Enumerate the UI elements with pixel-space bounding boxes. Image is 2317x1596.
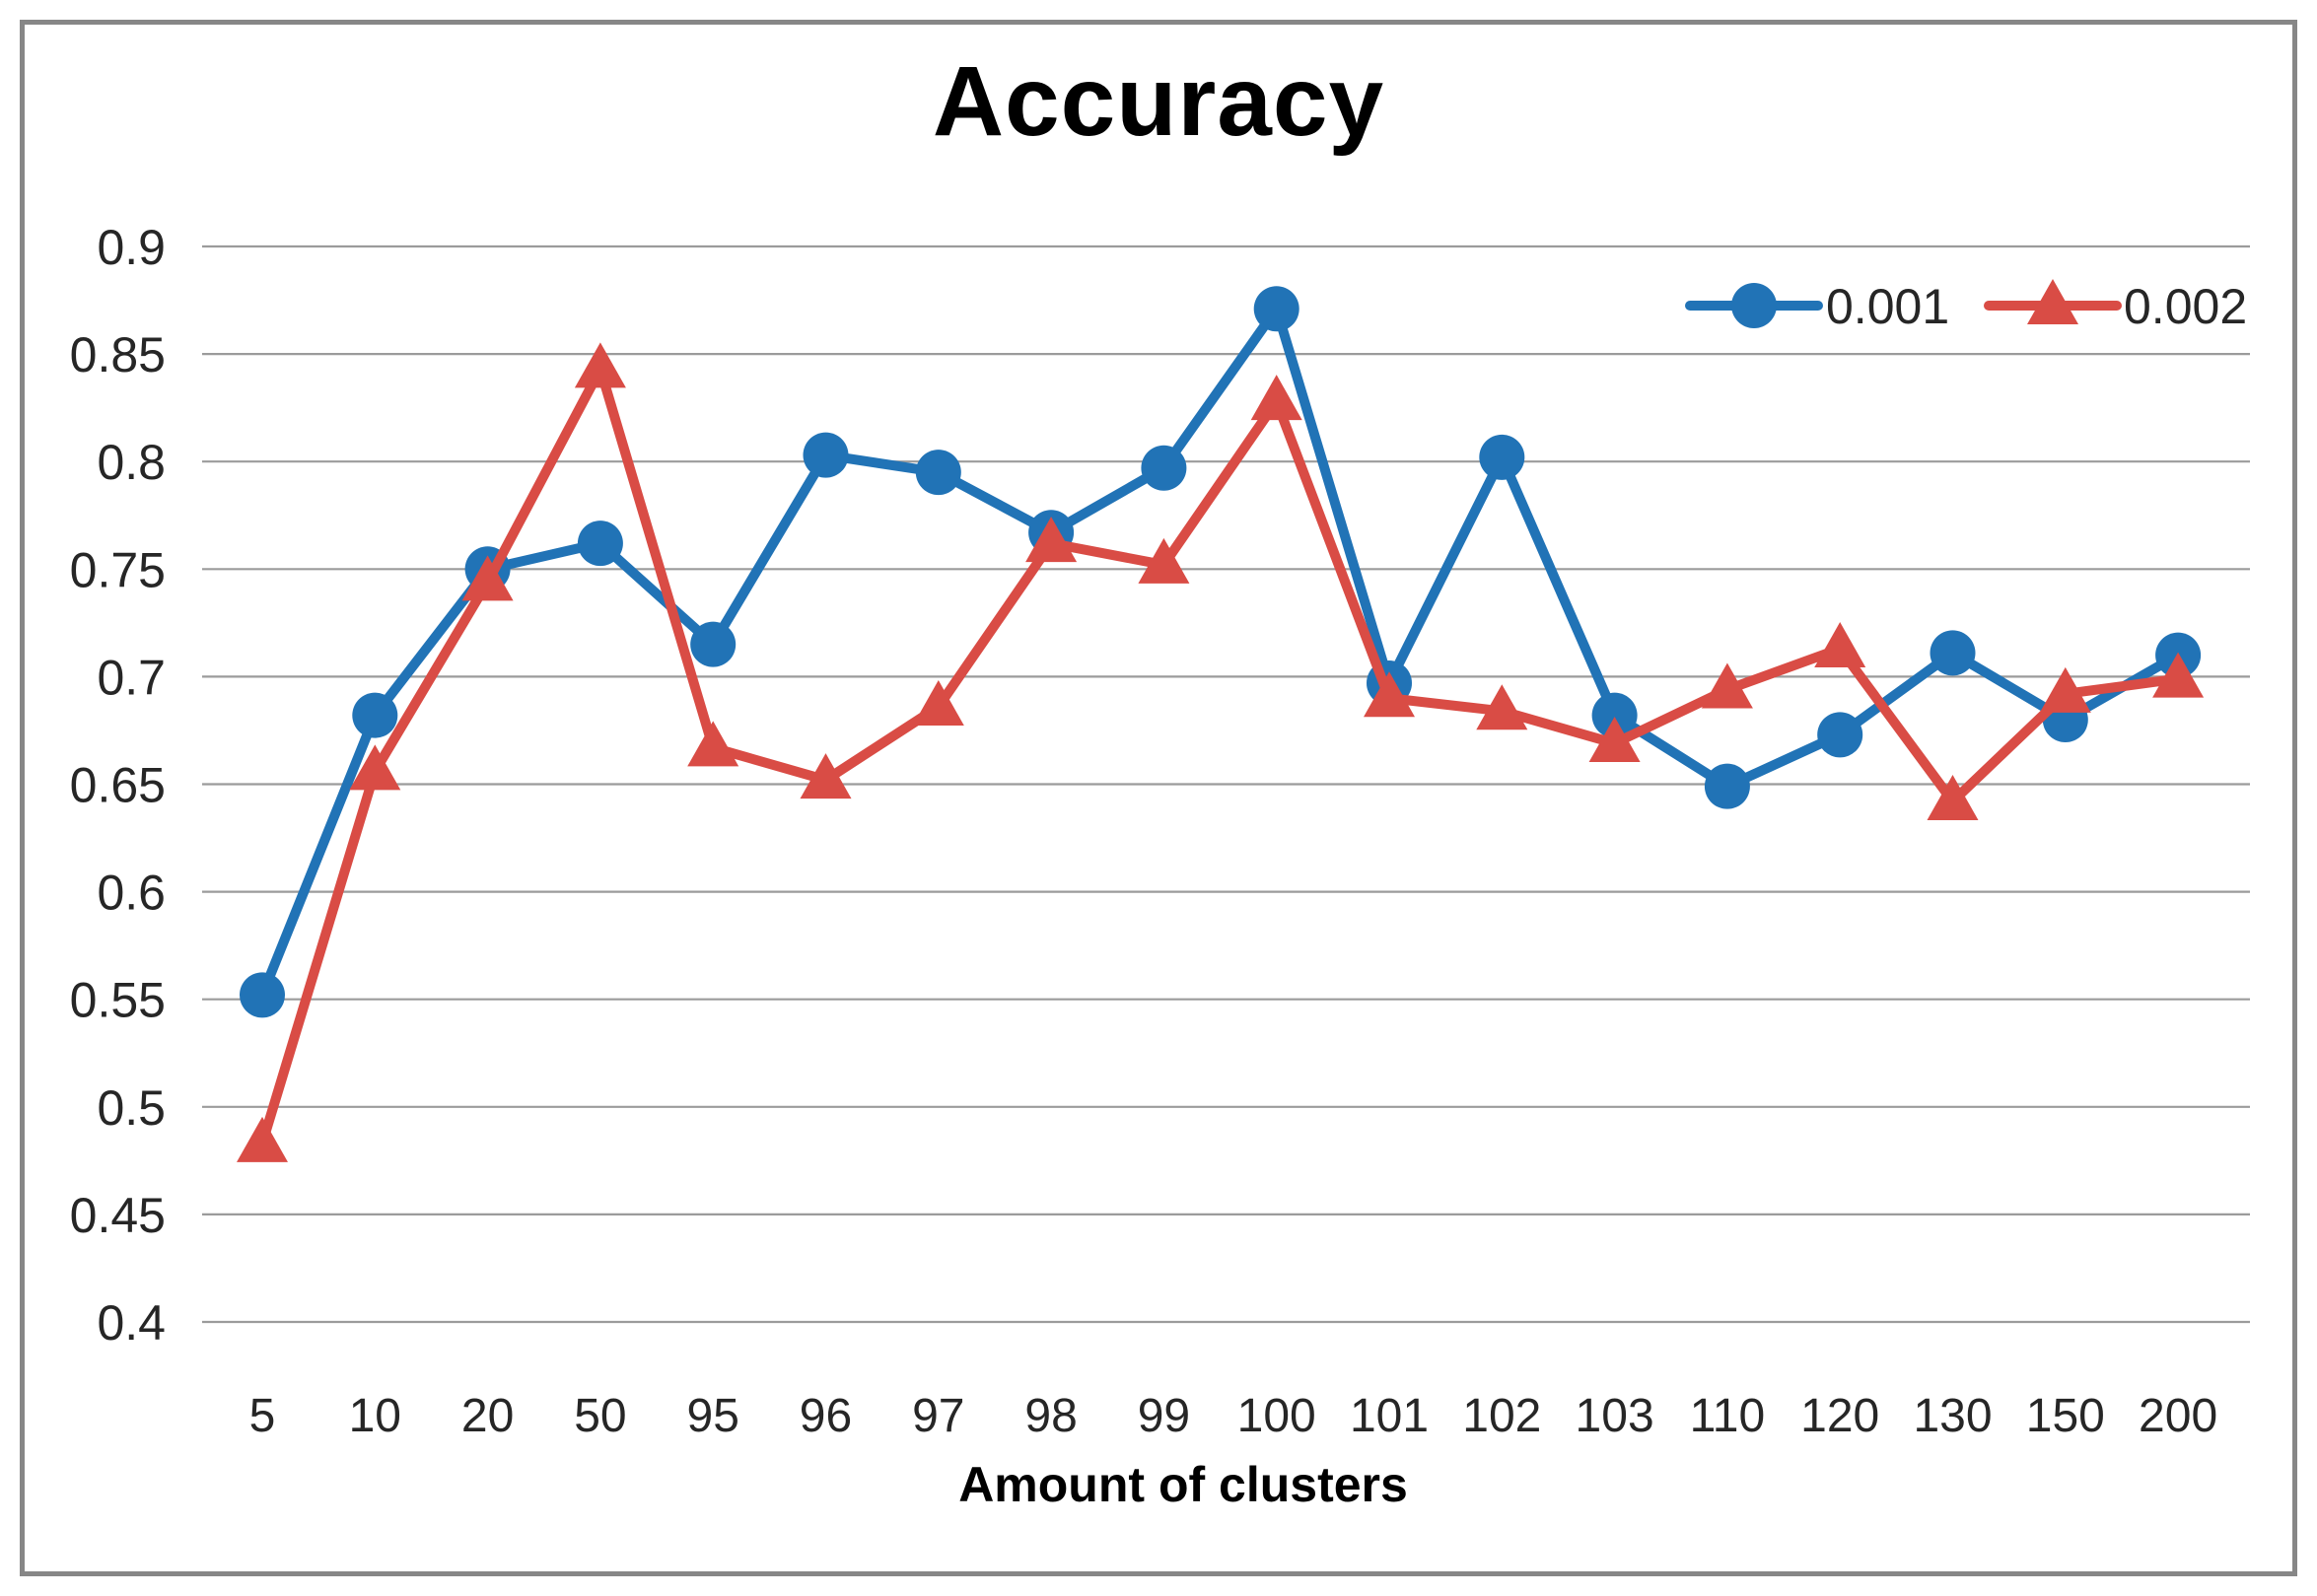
point-0.002-103 xyxy=(1588,717,1641,763)
x-tick-label-20: 20 xyxy=(461,1390,514,1442)
x-tick-label-110: 110 xyxy=(1690,1390,1766,1442)
y-tick-label-0.9: 0.9 xyxy=(97,220,166,275)
point-0.002-101 xyxy=(1364,671,1415,718)
x-tick-label-103: 103 xyxy=(1576,1390,1654,1442)
point-0.002-150 xyxy=(2039,666,2091,713)
point-0.002-110 xyxy=(1701,662,1753,709)
point-0.001-120 xyxy=(1817,712,1863,758)
series-line-0.002 xyxy=(257,364,2184,1148)
x-tick-label-102: 102 xyxy=(1462,1390,1541,1442)
x-tick-label-120: 120 xyxy=(1800,1390,1879,1442)
legend-label-0.002: 0.002 xyxy=(2124,279,2247,334)
point-0.001-97 xyxy=(915,450,961,496)
point-0.002-5 xyxy=(237,1116,288,1162)
point-0.002-99 xyxy=(1138,537,1190,584)
x-tick-label-130: 130 xyxy=(1913,1390,1992,1442)
point-0.002-50 xyxy=(574,342,626,388)
point-0.002-100 xyxy=(1250,375,1302,421)
x-tick-label-101: 101 xyxy=(1350,1390,1429,1442)
point-0.001-130 xyxy=(1930,630,1976,676)
y-tick-label-0.85: 0.85 xyxy=(70,327,166,382)
point-0.001-95 xyxy=(690,621,737,667)
point-0.002-10 xyxy=(349,744,401,791)
x-tick-label-97: 97 xyxy=(912,1390,964,1442)
x-tick-label-5: 5 xyxy=(249,1390,276,1442)
point-0.001-50 xyxy=(577,520,623,567)
point-0.001-10 xyxy=(352,692,398,738)
point-0.002-120 xyxy=(1814,622,1866,668)
point-0.001-5 xyxy=(240,972,285,1018)
point-0.002-97 xyxy=(912,679,964,726)
x-tick-label-200: 200 xyxy=(2139,1390,2217,1442)
y-tick-label-0.5: 0.5 xyxy=(97,1080,166,1136)
point-0.001-110 xyxy=(1704,763,1750,809)
y-tick-label-0.8: 0.8 xyxy=(97,435,166,490)
legend-label-0.001: 0.001 xyxy=(1826,279,1949,334)
y-tick-label-0.45: 0.45 xyxy=(70,1188,166,1243)
y-tick-label-0.7: 0.7 xyxy=(97,650,166,705)
x-tick-label-150: 150 xyxy=(2026,1390,2105,1442)
x-tick-label-100: 100 xyxy=(1237,1390,1316,1442)
point-0.001-96 xyxy=(803,432,849,478)
point-0.002-130 xyxy=(1927,774,1979,820)
x-tick-label-50: 50 xyxy=(574,1390,626,1442)
legend-circle-icon xyxy=(1731,283,1777,328)
x-tick-label-10: 10 xyxy=(349,1390,401,1442)
point-0.001-100 xyxy=(1253,286,1299,332)
x-tick-label-99: 99 xyxy=(1138,1390,1190,1442)
point-0.002-102 xyxy=(1476,684,1528,730)
point-0.002-95 xyxy=(687,721,739,767)
y-tick-label-0.65: 0.65 xyxy=(70,758,166,813)
x-tick-label-98: 98 xyxy=(1024,1390,1077,1442)
chart-frame xyxy=(20,20,2297,1576)
legend-triangle-icon xyxy=(2027,279,2078,324)
x-axis-title: Amount of clusters xyxy=(958,1457,1408,1512)
point-0.002-20 xyxy=(461,555,514,601)
point-0.001-103 xyxy=(1591,692,1638,738)
x-tick-label-95: 95 xyxy=(687,1390,739,1442)
y-tick-label-0.55: 0.55 xyxy=(70,973,166,1028)
point-0.002-98 xyxy=(1025,517,1078,563)
point-0.001-99 xyxy=(1141,445,1187,491)
chart-title: Accuracy xyxy=(932,46,1385,157)
x-tick-label-96: 96 xyxy=(800,1390,852,1442)
y-tick-label-0.6: 0.6 xyxy=(97,866,166,921)
point-0.001-102 xyxy=(1479,434,1525,480)
point-0.002-96 xyxy=(800,753,852,799)
y-tick-label-0.75: 0.75 xyxy=(70,542,166,597)
y-tick-label-0.4: 0.4 xyxy=(97,1295,166,1351)
point-0.002-200 xyxy=(2152,652,2205,698)
